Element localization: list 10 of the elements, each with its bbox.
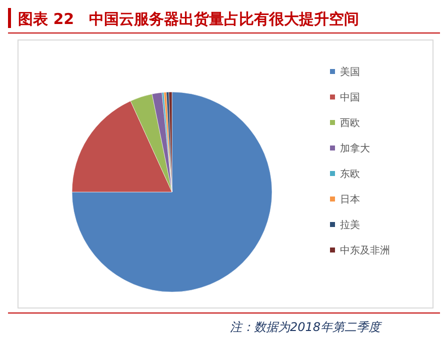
legend-label: 西欧 [340, 118, 360, 129]
legend-label: 美国 [340, 66, 360, 78]
legend-label: 中东及非洲 [340, 244, 390, 256]
text: 注：数据为2018年第二季度 [230, 320, 383, 334]
legend-label: 加拿大 [340, 142, 370, 154]
legend-label: 中国 [340, 92, 360, 104]
legend-label: 东欧 [340, 168, 360, 180]
chart-title: 图表 22 中国云服务器出货量占比有很大提升空间 [18, 10, 360, 28]
legend-label: 日本 [340, 194, 360, 206]
legend-label: 拉美 [340, 219, 360, 231]
